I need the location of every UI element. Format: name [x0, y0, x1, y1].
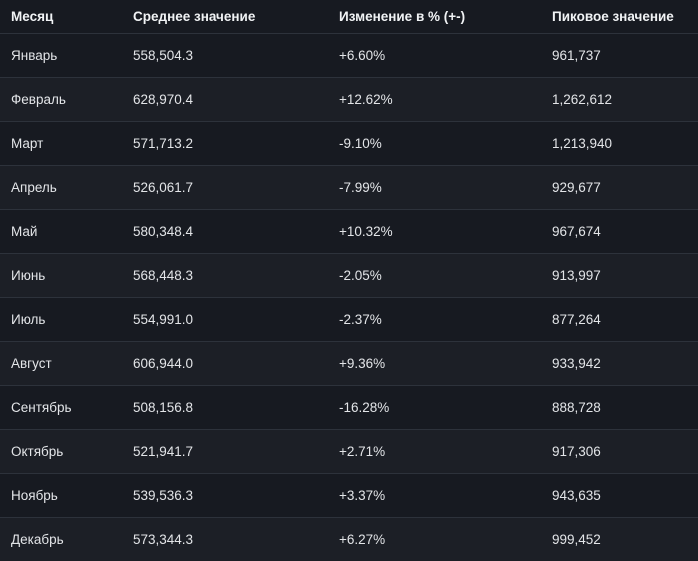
table-row: Ноябрь 539,536.3 +3.37% 943,635 [0, 474, 698, 518]
header-peak: Пиковое значение [541, 0, 698, 34]
cell-change: +6.27% [328, 518, 541, 561]
table-row: Май 580,348.4 +10.32% 967,674 [0, 210, 698, 254]
cell-peak: 917,306 [541, 430, 698, 474]
cell-change: +2.71% [328, 430, 541, 474]
table-row: Апрель 526,061.7 -7.99% 929,677 [0, 166, 698, 210]
cell-average: 554,991.0 [122, 298, 328, 342]
cell-peak: 961,737 [541, 34, 698, 78]
cell-change: +3.37% [328, 474, 541, 518]
cell-month: Январь [0, 34, 122, 78]
cell-peak: 877,264 [541, 298, 698, 342]
cell-change: +12.62% [328, 78, 541, 122]
cell-month: Октябрь [0, 430, 122, 474]
cell-month: Июнь [0, 254, 122, 298]
header-average: Среднее значение [122, 0, 328, 34]
table-row: Январь 558,504.3 +6.60% 961,737 [0, 34, 698, 78]
table-row: Июнь 568,448.3 -2.05% 913,997 [0, 254, 698, 298]
cell-average: 558,504.3 [122, 34, 328, 78]
cell-month: Август [0, 342, 122, 386]
cell-month: Сентябрь [0, 386, 122, 430]
cell-average: 526,061.7 [122, 166, 328, 210]
table-row: Июль 554,991.0 -2.37% 877,264 [0, 298, 698, 342]
cell-average: 606,944.0 [122, 342, 328, 386]
cell-peak: 999,452 [541, 518, 698, 561]
cell-change: -16.28% [328, 386, 541, 430]
table-row: Декабрь 573,344.3 +6.27% 999,452 [0, 518, 698, 561]
cell-average: 571,713.2 [122, 122, 328, 166]
cell-peak: 933,942 [541, 342, 698, 386]
table-row: Октябрь 521,941.7 +2.71% 917,306 [0, 430, 698, 474]
table-row: Август 606,944.0 +9.36% 933,942 [0, 342, 698, 386]
cell-peak: 888,728 [541, 386, 698, 430]
cell-month: Февраль [0, 78, 122, 122]
cell-peak: 929,677 [541, 166, 698, 210]
cell-average: 628,970.4 [122, 78, 328, 122]
cell-peak: 1,262,612 [541, 78, 698, 122]
table-row: Сентябрь 508,156.8 -16.28% 888,728 [0, 386, 698, 430]
cell-average: 508,156.8 [122, 386, 328, 430]
cell-change: -2.37% [328, 298, 541, 342]
table-body: Январь 558,504.3 +6.60% 961,737 Февраль … [0, 34, 698, 561]
cell-month: Июль [0, 298, 122, 342]
header-month: Месяц [0, 0, 122, 34]
cell-peak: 1,213,940 [541, 122, 698, 166]
cell-peak: 913,997 [541, 254, 698, 298]
cell-month: Май [0, 210, 122, 254]
table-row: Февраль 628,970.4 +12.62% 1,262,612 [0, 78, 698, 122]
header-change: Изменение в % (+-) [328, 0, 541, 34]
cell-change: -2.05% [328, 254, 541, 298]
cell-change: -7.99% [328, 166, 541, 210]
table-row: Март 571,713.2 -9.10% 1,213,940 [0, 122, 698, 166]
cell-change: +9.36% [328, 342, 541, 386]
cell-average: 521,941.7 [122, 430, 328, 474]
cell-change: +10.32% [328, 210, 541, 254]
cell-month: Декабрь [0, 518, 122, 561]
cell-change: -9.10% [328, 122, 541, 166]
header-row: Месяц Среднее значение Изменение в % (+-… [0, 0, 698, 34]
cell-average: 580,348.4 [122, 210, 328, 254]
cell-average: 539,536.3 [122, 474, 328, 518]
cell-change: +6.60% [328, 34, 541, 78]
table-header: Месяц Среднее значение Изменение в % (+-… [0, 0, 698, 34]
cell-month: Март [0, 122, 122, 166]
cell-month: Апрель [0, 166, 122, 210]
cell-peak: 943,635 [541, 474, 698, 518]
cell-peak: 967,674 [541, 210, 698, 254]
cell-average: 573,344.3 [122, 518, 328, 561]
cell-average: 568,448.3 [122, 254, 328, 298]
cell-month: Ноябрь [0, 474, 122, 518]
